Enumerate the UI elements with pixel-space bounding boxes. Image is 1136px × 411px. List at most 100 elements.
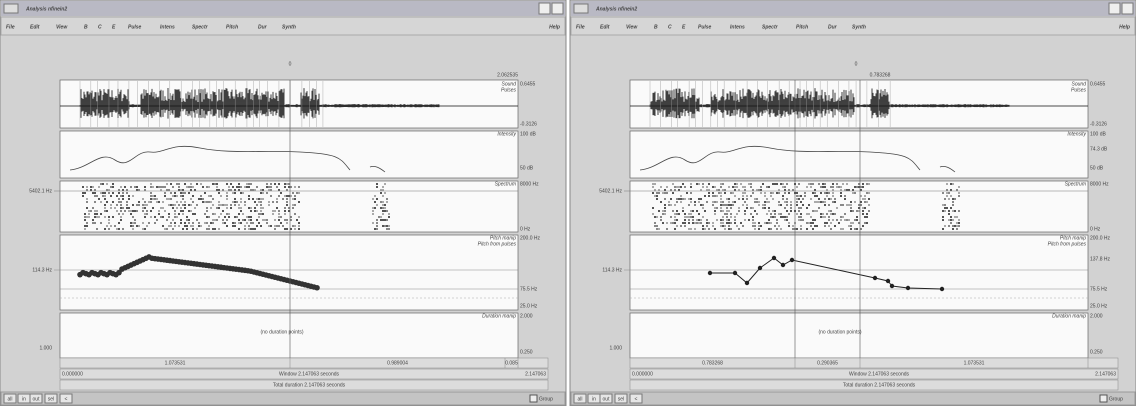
spectrogram-cell bbox=[836, 186, 838, 188]
spectrogram-cell bbox=[180, 222, 182, 224]
panel-note: (no duration points) bbox=[260, 329, 303, 335]
spectrogram-cell bbox=[242, 213, 244, 215]
spectrogram-cell bbox=[130, 213, 132, 215]
spectrogram-cell bbox=[174, 195, 176, 197]
spectrogram-cell bbox=[852, 222, 854, 224]
window-menu-button[interactable] bbox=[4, 4, 18, 13]
spectrogram-cell bbox=[382, 189, 384, 191]
spectrogram-cell bbox=[832, 213, 834, 215]
spectrogram-cell bbox=[746, 204, 748, 206]
spectrogram-cell bbox=[128, 198, 130, 200]
maximize-button[interactable] bbox=[1122, 3, 1133, 14]
spectrogram-cell bbox=[132, 222, 134, 224]
spectrogram-cell bbox=[110, 207, 112, 209]
spectrogram-cell bbox=[228, 213, 230, 215]
spectrogram-cell bbox=[668, 201, 670, 203]
panel-name: Intensity bbox=[497, 131, 516, 137]
spectrogram-cell bbox=[822, 183, 824, 185]
spectrogram-cell bbox=[722, 210, 724, 212]
spectrogram-cell bbox=[678, 186, 680, 188]
spectrogram-cell bbox=[682, 207, 684, 209]
spectrogram-cell bbox=[840, 195, 842, 197]
pitch-point[interactable] bbox=[890, 284, 894, 288]
pitch-point[interactable] bbox=[790, 258, 794, 262]
spectrogram-cell bbox=[846, 189, 848, 191]
spectrogram-cell bbox=[240, 201, 242, 203]
spectrogram-cell bbox=[950, 207, 952, 209]
spectrogram-cell bbox=[234, 225, 236, 227]
spectrogram-cell bbox=[684, 213, 686, 215]
spectrogram-cell bbox=[116, 204, 118, 206]
spectrogram-cell bbox=[382, 186, 384, 188]
spectrogram-cell bbox=[652, 213, 654, 215]
spectrogram-cell bbox=[672, 183, 674, 185]
spectrogram-cell bbox=[204, 192, 206, 194]
spectrogram-cell bbox=[756, 198, 758, 200]
spectrogram-cell bbox=[374, 195, 376, 197]
minimize-button[interactable] bbox=[1109, 3, 1120, 14]
pitch-point[interactable] bbox=[940, 287, 944, 291]
menu-item: Edit bbox=[600, 24, 610, 30]
spectrogram-cell bbox=[254, 210, 256, 212]
pitch-point[interactable] bbox=[758, 266, 762, 270]
spectrogram-cell bbox=[946, 189, 948, 191]
spectrogram-cell bbox=[720, 186, 722, 188]
spectrogram-cell bbox=[386, 219, 388, 221]
group-checkbox[interactable] bbox=[530, 395, 537, 402]
pitch-point[interactable] bbox=[873, 276, 877, 280]
spectrogram-cell bbox=[124, 210, 126, 212]
spectrogram-cell bbox=[116, 228, 118, 230]
spectrogram-cell bbox=[218, 207, 220, 209]
spectrogram-cell bbox=[664, 198, 666, 200]
spectrogram-cell bbox=[822, 216, 824, 218]
minimize-button[interactable] bbox=[539, 3, 550, 14]
pitch-point[interactable] bbox=[708, 271, 712, 275]
spectrogram-cell bbox=[750, 186, 752, 188]
pitch-point[interactable] bbox=[745, 281, 749, 285]
pitch-point[interactable] bbox=[733, 271, 737, 275]
spectrogram-cell bbox=[292, 207, 294, 209]
spectrogram-cell bbox=[256, 198, 258, 200]
axis-min: 25.0 Hz bbox=[520, 303, 538, 309]
spectrogram-cell bbox=[954, 216, 956, 218]
maximize-button[interactable] bbox=[552, 3, 563, 14]
spectrogram-cell bbox=[734, 195, 736, 197]
pitch-point[interactable] bbox=[886, 279, 890, 283]
spectrogram-cell bbox=[712, 195, 714, 197]
spectrogram-cell bbox=[754, 222, 756, 224]
pitch-point[interactable] bbox=[906, 286, 910, 290]
spectrogram-cell bbox=[948, 225, 950, 227]
spectrogram-cell bbox=[944, 210, 946, 212]
spectrogram-cell bbox=[238, 213, 240, 215]
spectrogram-cell bbox=[730, 222, 732, 224]
pitch-point[interactable] bbox=[781, 263, 785, 267]
spectrogram-cell bbox=[790, 201, 792, 203]
spectrogram-cell bbox=[264, 219, 266, 221]
spectrogram-cell bbox=[778, 204, 780, 206]
spectrogram-cell bbox=[716, 201, 718, 203]
spectrogram-cell bbox=[786, 183, 788, 185]
spectrogram-cell bbox=[210, 201, 212, 203]
menu-item: Synth bbox=[852, 24, 866, 30]
axis-max: 200.0 Hz bbox=[1090, 235, 1111, 241]
time-row[interactable] bbox=[60, 358, 548, 368]
spectrogram-cell bbox=[212, 198, 214, 200]
spectrogram-cell bbox=[742, 192, 744, 194]
spectrogram-cell bbox=[244, 204, 246, 206]
spectrogram-cell bbox=[796, 195, 798, 197]
spectrogram-cell bbox=[184, 225, 186, 227]
spectrogram-cell bbox=[722, 222, 724, 224]
spectrogram-cell bbox=[736, 186, 738, 188]
spectrogram-cell bbox=[816, 195, 818, 197]
spectrogram-cell bbox=[208, 195, 210, 197]
spectrogram-cell bbox=[770, 195, 772, 197]
group-checkbox[interactable] bbox=[1100, 395, 1107, 402]
spectrogram-cell bbox=[824, 204, 826, 206]
pitch-point[interactable] bbox=[772, 256, 776, 260]
window-menu-button[interactable] bbox=[574, 4, 588, 13]
spectrogram-cell bbox=[728, 186, 730, 188]
spectrogram-cell bbox=[170, 198, 172, 200]
spectrogram-cell bbox=[144, 186, 146, 188]
spectrogram-cell bbox=[952, 183, 954, 185]
spectrogram-cell bbox=[266, 192, 268, 194]
